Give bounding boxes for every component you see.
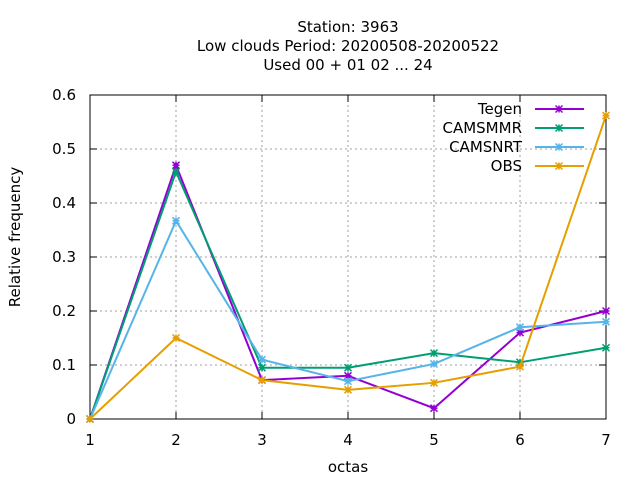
data-point — [257, 355, 267, 364]
title-line: Used 00 + 01 02 ... 24 — [263, 56, 432, 74]
x-tick-label: 3 — [257, 431, 267, 449]
data-point — [257, 363, 267, 372]
series — [85, 111, 611, 424]
y-tick-label: 0.6 — [52, 86, 76, 104]
data-point — [429, 404, 439, 413]
y-axis-label: Relative frequency — [6, 167, 24, 308]
data-point — [171, 333, 181, 343]
data-point — [257, 376, 267, 385]
data-point — [171, 216, 181, 225]
y-tick-label: 0.2 — [52, 302, 76, 320]
data-point — [85, 414, 95, 424]
legend-marker — [554, 104, 564, 114]
legend-marker — [554, 142, 564, 152]
y-tick-label: 0.5 — [52, 140, 76, 158]
data-point — [429, 349, 439, 358]
legend-label: OBS — [491, 157, 522, 175]
data-point — [601, 317, 611, 326]
data-point — [601, 306, 611, 316]
data-point — [515, 362, 525, 371]
y-tick-label: 0.4 — [52, 194, 76, 212]
data-point — [171, 167, 181, 176]
x-tick-label: 1 — [85, 431, 95, 449]
x-tick-label: 2 — [171, 431, 181, 449]
data-point — [343, 385, 353, 394]
data-point — [343, 377, 353, 386]
y-tick-label: 0.3 — [52, 248, 76, 266]
data-point — [171, 161, 181, 170]
series-obs — [85, 111, 611, 424]
legend-label: CAMSMMR — [442, 119, 522, 137]
y-tick-label: 0.1 — [52, 356, 76, 374]
legend-label: CAMSNRT — [449, 138, 523, 156]
x-tick-label: 6 — [515, 431, 525, 449]
series-camsmmr — [85, 167, 611, 424]
x-tick-label: 7 — [601, 431, 611, 449]
x-axis-label: octas — [328, 458, 368, 476]
legend-marker — [554, 161, 564, 171]
legend-marker — [554, 123, 564, 133]
x-tick-label: 5 — [429, 431, 439, 449]
data-point — [601, 111, 611, 120]
legend-label: Tegen — [477, 100, 522, 118]
data-point — [343, 363, 353, 372]
x-tick-label: 4 — [343, 431, 353, 449]
title-line: Low clouds Period: 20200508-20200522 — [197, 37, 499, 55]
y-tick-label: 0 — [66, 410, 76, 428]
data-point — [429, 359, 439, 368]
data-point — [601, 343, 611, 352]
data-point — [515, 323, 525, 332]
axis-ticks: 1 2 3 4 5 6 7 0 0.1 0.2 0.3 0.4 0.5 0.6 — [52, 86, 611, 449]
title-line: Station: 3963 — [297, 18, 398, 36]
data-point — [429, 378, 439, 387]
